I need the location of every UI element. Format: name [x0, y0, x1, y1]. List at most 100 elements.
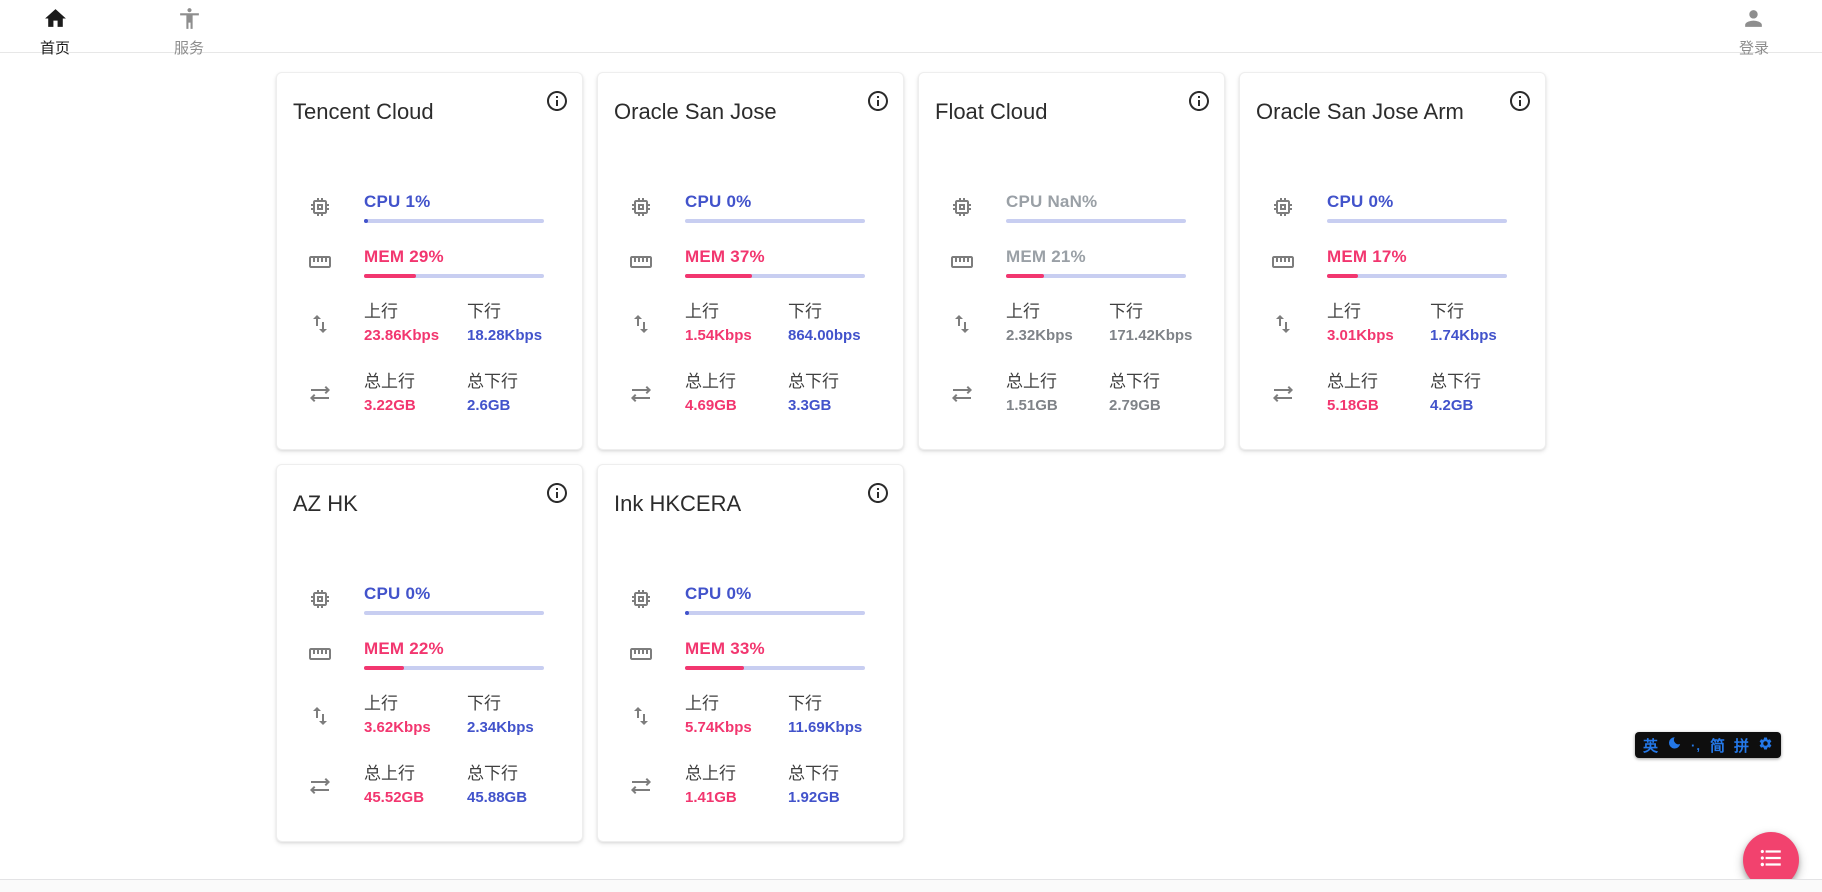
download-speed: 11.69Kbps [788, 719, 863, 736]
list-icon [1758, 845, 1784, 876]
server-name: Ink HKCERA [614, 491, 742, 516]
nav-item-login[interactable]: 登录 [1739, 6, 1769, 58]
person-icon [1741, 6, 1766, 36]
cpu-progress-bar [1327, 219, 1507, 223]
ime-charset-indicator[interactable]: 简 [1709, 737, 1725, 755]
total-download-label: 总下行 [788, 372, 839, 391]
cpu-label: CPU 1% [364, 192, 431, 211]
download-label: 下行 [467, 302, 501, 321]
ime-language-indicator[interactable]: 英 [1643, 737, 1659, 755]
speed-row: 上行 5.74Kbps 下行 11.69Kbps [614, 693, 887, 738]
nav-services-label: 服务 [174, 40, 205, 57]
cpu-chip-icon [308, 587, 332, 611]
info-icon[interactable] [866, 481, 890, 505]
gear-icon[interactable] [1758, 736, 1773, 755]
server-stats: CPU 1% MEM 29% 上行 [293, 191, 566, 416]
up-down-arrows-icon [950, 312, 974, 336]
ime-punctuation-indicator[interactable]: ·, [1691, 737, 1701, 753]
cpu-progress-bar [364, 611, 544, 615]
speed-row: 上行 23.86Kbps 下行 18.28Kbps [293, 301, 566, 346]
cpu-progress-bar [685, 219, 865, 223]
ime-toolbar[interactable]: 英 ·, 简 拼 [1635, 732, 1781, 758]
mem-label: MEM 37% [685, 247, 765, 266]
download-label: 下行 [1430, 302, 1464, 321]
total-download-value: 2.79GB [1109, 397, 1161, 414]
total-upload-label: 总上行 [685, 764, 736, 783]
ruler-icon [308, 250, 332, 274]
info-icon[interactable] [545, 481, 569, 505]
total-download-label: 总下行 [1109, 372, 1160, 391]
upload-speed: 5.74Kbps [685, 719, 752, 736]
server-card: AZ HK CPU 0% MEM 22% [276, 464, 583, 842]
total-upload-value: 1.41GB [685, 789, 737, 806]
mem-label: MEM 22% [364, 639, 444, 658]
left-right-arrows-icon [629, 382, 653, 406]
speed-row: 上行 3.62Kbps 下行 2.34Kbps [293, 693, 566, 738]
cpu-label: CPU 0% [364, 584, 431, 603]
total-upload-value: 5.18GB [1327, 397, 1379, 414]
server-stats: CPU 0% MEM 37% 上行 [614, 191, 887, 416]
cpu-row: CPU 1% [293, 191, 566, 223]
left-right-arrows-icon [629, 774, 653, 798]
total-download-value: 4.2GB [1430, 397, 1474, 414]
up-down-arrows-icon [308, 312, 332, 336]
moon-icon[interactable] [1667, 736, 1682, 755]
server-stats: CPU 0% MEM 33% 上行 [614, 583, 887, 808]
up-down-arrows-icon [308, 704, 332, 728]
server-name: Float Cloud [935, 99, 1048, 124]
server-list-fab[interactable] [1743, 832, 1799, 888]
nav-home-label: 首页 [40, 40, 71, 57]
cpu-row: CPU 0% [1256, 191, 1529, 223]
nav-left: 首页 服务 [40, 6, 204, 58]
server-stats: CPU 0% MEM 22% 上行 [293, 583, 566, 808]
server-card: Oracle San Jose CPU 0% MEM 37% [597, 72, 904, 450]
total-download-value: 45.88GB [467, 789, 528, 806]
info-icon[interactable] [1508, 89, 1532, 113]
nav-login-label: 登录 [1738, 40, 1769, 57]
download-label: 下行 [788, 694, 822, 713]
ruler-icon [629, 642, 653, 666]
left-right-arrows-icon [1271, 382, 1295, 406]
server-card: Tencent Cloud CPU 1% MEM 29% [276, 72, 583, 450]
total-download-label: 总下行 [467, 764, 518, 783]
total-download-value: 1.92GB [788, 789, 840, 806]
mem-row: MEM 22% [293, 638, 566, 670]
upload-speed: 23.86Kbps [364, 327, 440, 344]
cpu-row: CPU 0% [293, 583, 566, 615]
up-down-arrows-icon [1271, 312, 1295, 336]
server-name: Oracle San Jose [614, 99, 777, 124]
total-upload-value: 1.51GB [1006, 397, 1058, 414]
download-label: 下行 [467, 694, 501, 713]
info-icon[interactable] [1187, 89, 1211, 113]
mem-progress-bar [364, 666, 544, 670]
nav-item-services[interactable]: 服务 [174, 6, 204, 58]
cpu-row: CPU 0% [614, 583, 887, 615]
mem-row: MEM 17% [1256, 246, 1529, 278]
cpu-chip-icon [950, 195, 974, 219]
server-card: Oracle San Jose Arm CPU 0% MEM 17% [1239, 72, 1546, 450]
upload-label: 上行 [1327, 302, 1361, 321]
nav-item-home[interactable]: 首页 [40, 6, 70, 58]
upload-label: 上行 [685, 302, 719, 321]
total-upload-label: 总上行 [364, 372, 415, 391]
upload-label: 上行 [364, 302, 398, 321]
total-upload-value: 4.69GB [685, 397, 737, 414]
total-download-value: 3.3GB [788, 397, 832, 414]
total-upload-label: 总上行 [1006, 372, 1057, 391]
total-row: 总上行 1.51GB 总下行 2.79GB [935, 371, 1208, 416]
server-name: AZ HK [293, 491, 358, 516]
cpu-progress-bar [685, 611, 865, 615]
server-name: Oracle San Jose Arm [1256, 99, 1464, 124]
total-download-label: 总下行 [788, 764, 839, 783]
left-right-arrows-icon [950, 382, 974, 406]
info-icon[interactable] [866, 89, 890, 113]
accessibility-icon [177, 6, 202, 36]
total-upload-label: 总上行 [1327, 372, 1378, 391]
total-upload-value: 45.52GB [364, 789, 425, 806]
upload-speed: 3.01Kbps [1327, 327, 1394, 344]
cpu-chip-icon [1271, 195, 1295, 219]
ime-scheme-indicator[interactable]: 拼 [1733, 737, 1749, 755]
server-stats: CPU 0% MEM 17% 上行 [1256, 191, 1529, 416]
info-icon[interactable] [545, 89, 569, 113]
upload-speed: 3.62Kbps [364, 719, 431, 736]
